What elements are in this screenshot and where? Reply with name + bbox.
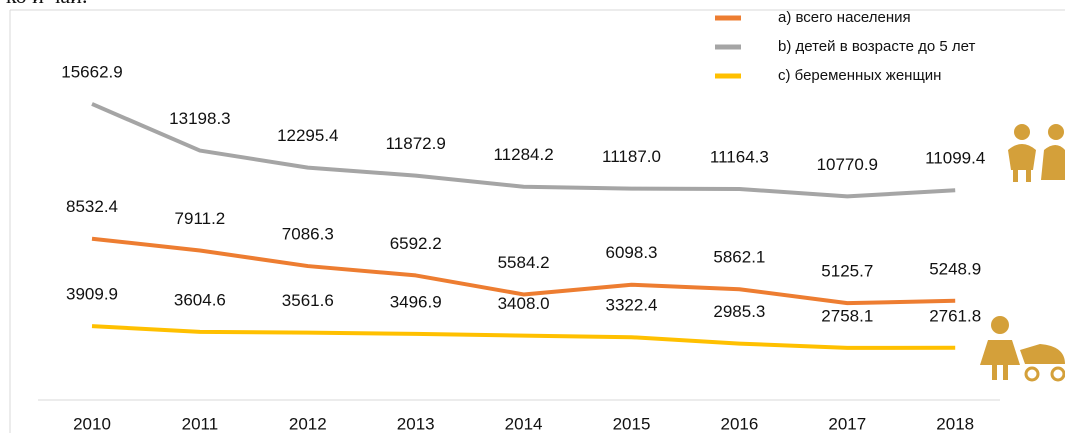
- x-tick-label: 2018: [936, 414, 974, 433]
- data-label: 5862.1: [713, 248, 765, 267]
- data-label: 7911.2: [175, 209, 226, 228]
- data-label: 6592.2: [390, 234, 442, 253]
- data-label: 3604.6: [174, 290, 226, 309]
- x-tick-label: 2017: [828, 414, 866, 433]
- data-label: 3322.4: [606, 296, 658, 315]
- data-label: 5125.7: [821, 262, 873, 281]
- x-tick-label: 2015: [613, 414, 651, 433]
- data-label: 10770.9: [817, 155, 878, 174]
- data-label: 8532.4: [66, 197, 118, 216]
- data-label: 5248.9: [929, 259, 981, 278]
- x-tick-label: 2012: [289, 414, 327, 433]
- x-tick-label: 2010: [73, 414, 111, 433]
- data-label: 3909.9: [66, 285, 118, 304]
- data-label: 12295.4: [277, 126, 338, 145]
- legend-label: c) беременных женщин: [778, 67, 941, 84]
- data-label: 11872.9: [386, 134, 446, 153]
- data-label: 3496.9: [390, 292, 442, 311]
- data-label: 3561.6: [282, 291, 334, 310]
- x-tick-label: 2016: [720, 414, 758, 433]
- x-tick-label: 2011: [182, 414, 219, 433]
- x-tick-label: 2013: [397, 414, 435, 433]
- data-label: 11284.2: [493, 145, 553, 164]
- data-label: 11099.4: [925, 149, 985, 168]
- data-label: 7086.3: [282, 225, 334, 244]
- series-line: [91, 324, 956, 350]
- data-label: 13198.3: [169, 109, 230, 128]
- legend-label: b) детей в возрасте до 5 лет: [778, 38, 975, 55]
- data-label: 2758.1: [821, 306, 873, 325]
- data-label: 15662.9: [61, 62, 122, 81]
- series-line: [91, 236, 956, 306]
- pregnant-icon: [980, 316, 1065, 382]
- x-tick-label: 2014: [505, 414, 543, 433]
- data-label: 5584.2: [498, 253, 550, 272]
- data-label: 2985.3: [713, 302, 765, 321]
- data-label: 11187.0: [602, 147, 661, 166]
- caption: ко и чай.: [6, 0, 87, 8]
- children-icon: [1008, 124, 1065, 182]
- data-label: 2761.8: [929, 306, 981, 325]
- legend-label: а) всего населения: [778, 9, 911, 26]
- data-label: 6098.3: [606, 243, 658, 262]
- data-label: 3408.0: [498, 294, 550, 313]
- data-label: 11164.3: [710, 147, 769, 166]
- series-line: [91, 102, 956, 199]
